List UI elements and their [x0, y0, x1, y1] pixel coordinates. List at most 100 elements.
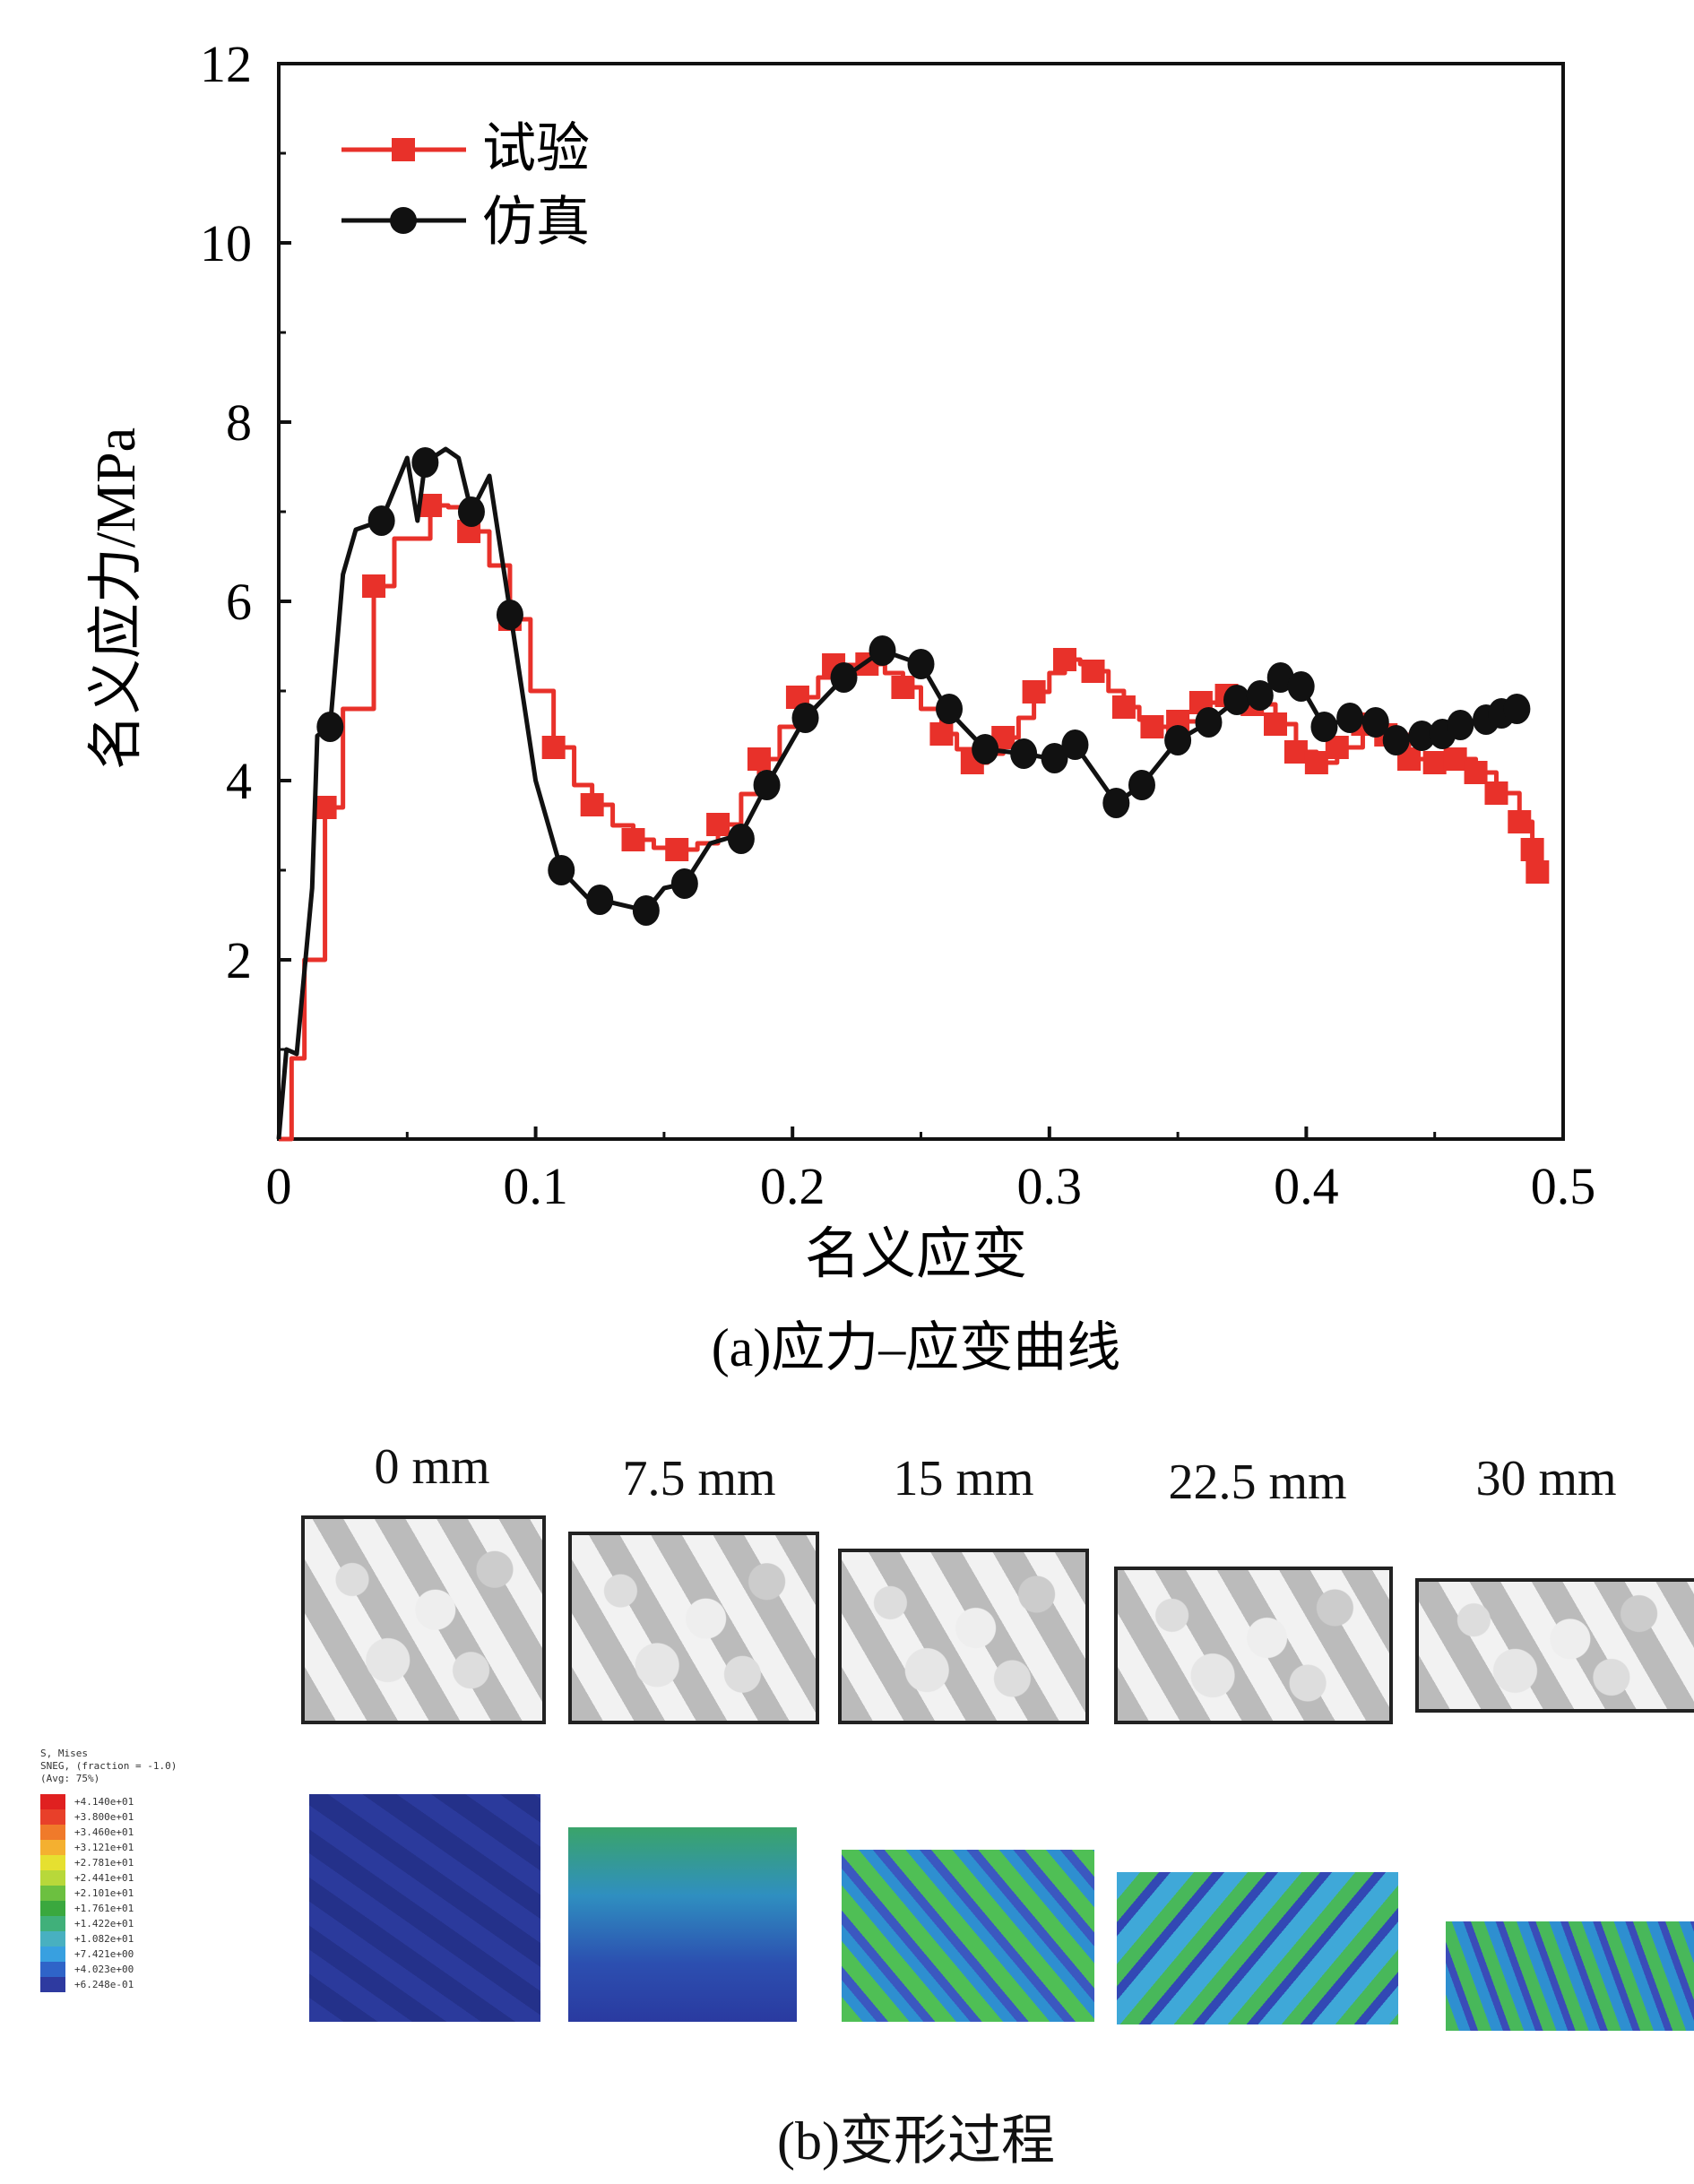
colorbar-swatch [40, 1809, 65, 1825]
simulation-data-point [869, 635, 896, 666]
simulation-data-point [972, 734, 999, 764]
experiment-photo-15mm [838, 1549, 1089, 1724]
colorbar-value: +4.140e+01 [74, 1795, 134, 1808]
y-tick-label: 6 [226, 573, 252, 631]
colorbar-swatch [40, 1870, 65, 1886]
y-tick-label: 8 [226, 393, 252, 452]
caption-b: (b)变形过程 [777, 2111, 1055, 2171]
simulation-data-point [791, 703, 819, 733]
simulation-data-point [1061, 729, 1089, 760]
simulation-data-point [1382, 725, 1410, 755]
colorbar-value: +6.248e-01 [74, 1978, 134, 1990]
experiment-data-point [1508, 810, 1532, 833]
colorbar-title-3: (Avg: 75%) [40, 1773, 100, 1784]
y-tick-label: 4 [226, 752, 252, 810]
legend-label-simulation: 仿真 [482, 193, 590, 252]
simulation-series-line [276, 446, 1518, 1140]
experiment-data-point [891, 676, 915, 699]
colorbar-legend: S, Mises SNEG, (fraction = -1.0) (Avg: 7… [40, 1748, 177, 1992]
simulation-data-point [1128, 770, 1155, 800]
simulation-contour-0mm [309, 1794, 540, 2022]
label-7-5mm: 7.5 mm [622, 1451, 776, 1506]
experiment-photo-0mm [301, 1515, 546, 1724]
simulation-data-point [367, 505, 395, 536]
x-tick-label: 0.2 [760, 1157, 825, 1215]
simulation-data-point [1102, 788, 1130, 818]
simulation-contour-30mm [1446, 1921, 1694, 2031]
experiment-data-point [1422, 751, 1447, 774]
experiment-photo-7-5mm [568, 1532, 819, 1724]
y-axis-label: 名义应力/MPa [86, 427, 147, 770]
legend-circle-marker [390, 207, 417, 234]
x-axis-label: 名义应变 [805, 1224, 1027, 1285]
colorbar-swatch [40, 1855, 65, 1870]
simulation-data-point [1266, 662, 1294, 693]
experiment-data-point [929, 722, 954, 746]
y-tick-label: 10 [200, 214, 252, 272]
experiment-data-point [1052, 648, 1076, 671]
experiment-data-point [665, 838, 689, 861]
simulation-data-point [830, 662, 858, 693]
simulation-data-point [907, 649, 935, 679]
simulation-data-point [1287, 671, 1315, 702]
simulation-data-point [1336, 703, 1364, 733]
experiment-data-point [541, 736, 566, 759]
colorbar-row: +6.248e-01 [40, 1977, 177, 1992]
colorbar-title-1: S, Mises [40, 1748, 88, 1759]
experiment-data-point [1520, 838, 1544, 861]
simulation-data-point [1246, 680, 1274, 711]
simulation-contour-22-5mm [1117, 1872, 1398, 2024]
simulation-data-point [1223, 685, 1251, 715]
colorbar-swatch [40, 1931, 65, 1947]
colorbar-row: +4.023e+00 [40, 1962, 177, 1977]
caption-a: (a)应力–应变曲线 [712, 1318, 1121, 1377]
colorbar-value: +1.761e+01 [74, 1902, 134, 1914]
simulation-data-point [1503, 694, 1531, 724]
x-tick-label: 0.1 [503, 1157, 568, 1215]
experiment-data-point [1304, 751, 1328, 774]
simulation-data-point [1195, 707, 1223, 738]
experiment-photo-22-5mm [1114, 1567, 1393, 1724]
experiment-data-point [1264, 712, 1288, 736]
simulation-data-point [1408, 721, 1436, 751]
simulation-data-point [411, 447, 439, 478]
colorbar-row: +4.140e+01 [40, 1794, 177, 1809]
colorbar-swatch [40, 1886, 65, 1901]
colorbar-row: +2.781e+01 [40, 1855, 177, 1870]
simulation-data-point [1361, 707, 1389, 738]
x-tick-label: 0.4 [1274, 1157, 1339, 1215]
colorbar-row: +1.761e+01 [40, 1901, 177, 1916]
colorbar-row: +7.421e+00 [40, 1947, 177, 1962]
colorbar-row: +2.101e+01 [40, 1886, 177, 1901]
colorbar-value: +1.082e+01 [74, 1932, 134, 1945]
colorbar-value: +3.800e+01 [74, 1810, 134, 1823]
colorbar-value: +2.781e+01 [74, 1856, 134, 1869]
colorbar-swatch [40, 1977, 65, 1992]
colorbar-value: +2.441e+01 [74, 1871, 134, 1884]
colorbar-row: +3.460e+01 [40, 1825, 177, 1840]
colorbar-swatch [40, 1947, 65, 1962]
stress-strain-chart: 0 0.1 0.2 0.3 0.4 0.5 2 4 6 8 10 12 名义应变 名义应力/MPa (… [86, 35, 1595, 1377]
experiment-data-point [1081, 660, 1105, 683]
experiment-data-point [1283, 740, 1308, 764]
simulation-data-point [1310, 712, 1338, 742]
simulation-data-point [632, 895, 660, 926]
simulation-data-point [1164, 725, 1192, 755]
experiment-data-point [747, 747, 771, 771]
experiment-data-point [362, 574, 386, 598]
x-tick-label: 0.3 [1017, 1157, 1083, 1215]
colorbar-row: +2.441e+01 [40, 1870, 177, 1886]
experiment-data-point [1140, 715, 1164, 738]
colorbar-row: +3.121e+01 [40, 1840, 177, 1855]
colorbar-swatch [40, 1916, 65, 1931]
colorbar-row: +3.800e+01 [40, 1809, 177, 1825]
colorbar-swatch [40, 1794, 65, 1809]
colorbar-swatch [40, 1840, 65, 1855]
experiment-data-point [1443, 747, 1467, 771]
plot-frame [277, 62, 1565, 1141]
y-tick-label: 2 [226, 931, 252, 989]
simulation-data-point [548, 855, 575, 885]
colorbar-swatch [40, 1901, 65, 1916]
simulation-data-point [1041, 743, 1068, 773]
